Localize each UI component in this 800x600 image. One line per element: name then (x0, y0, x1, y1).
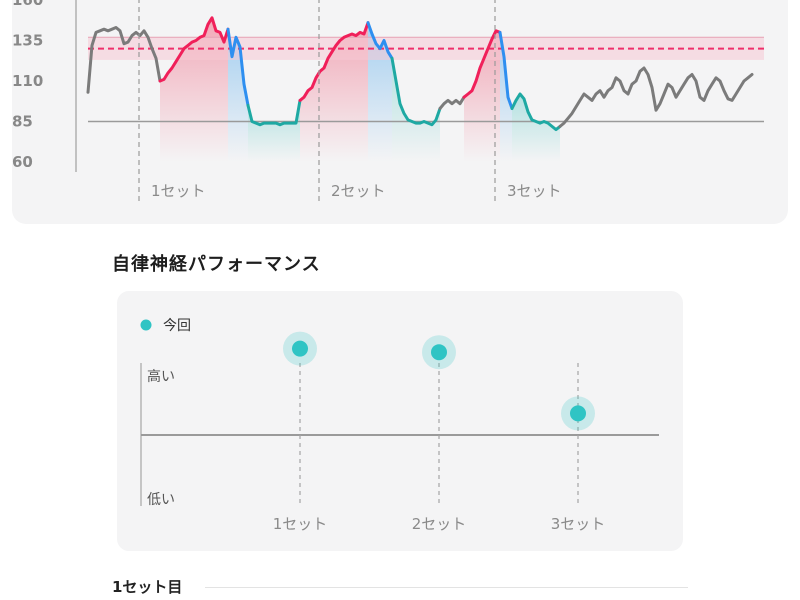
hr-line-exercise-8 (462, 29, 502, 99)
set1-divider (205, 587, 688, 588)
ans-performance-title: 自律神経パフォーマンス (112, 254, 321, 275)
ans-point-2 (431, 344, 447, 361)
ans-point-1 (292, 340, 308, 357)
legend-dot (140, 319, 152, 331)
heart-rate-chart: 160 135 110 85 60 1セット 2セット 3セット (12, 0, 764, 202)
hr-line-exercise-4 (298, 21, 370, 102)
ans-performance-chart: 今回 高い 低い 1セット 2セット 3セット (140, 318, 659, 533)
hr-area-10 (512, 94, 560, 162)
y-tick-110: 110 (12, 72, 43, 90)
ans-performance-card: 今回 高い 低い 1セット 2セット 3セット (117, 291, 683, 551)
low-label: 低い (147, 492, 175, 508)
ans-set-label-2: 2セット (412, 515, 467, 533)
hr-line-rest-7 (438, 95, 466, 110)
hr-area-8 (464, 30, 500, 162)
set-label-1: 1セット (151, 182, 206, 200)
ans-set-label-1: 1セット (273, 515, 328, 533)
hr-line-rest-11 (558, 66, 754, 128)
set1-heading: 1セット目 (112, 578, 183, 596)
set-label-3: 3セット (507, 182, 562, 200)
hr-line-rest-0 (86, 26, 162, 94)
hr-area-9 (500, 32, 512, 163)
y-tick-60: 60 (12, 153, 33, 171)
ans-set-label-3: 3セット (551, 515, 606, 533)
hr-area-6 (392, 58, 440, 162)
hr-line-recovery-10 (510, 92, 562, 132)
ans-point-3 (570, 405, 586, 422)
y-tick-85: 85 (12, 113, 33, 131)
hr-line-exercise-1 (158, 16, 230, 83)
target-band (88, 37, 764, 60)
hr-line-recovery-6 (390, 56, 442, 127)
set-label-2: 2セット (331, 182, 386, 200)
hr-line-recovery-3 (246, 98, 302, 127)
y-tick-160: 160 (12, 0, 43, 9)
hr-line-recovery_drop-5 (366, 21, 394, 60)
high-label: 高い (147, 368, 175, 385)
hr-line-recovery_drop-9 (498, 30, 514, 110)
hr-area-3 (248, 100, 300, 162)
heart-rate-card: 160 135 110 85 60 1セット 2セット 3セット (12, 0, 788, 224)
y-tick-135: 135 (12, 32, 43, 50)
legend-label: 今回 (163, 318, 191, 334)
hr-area-2 (228, 29, 248, 163)
hr-line-recovery_drop-2 (226, 27, 250, 107)
